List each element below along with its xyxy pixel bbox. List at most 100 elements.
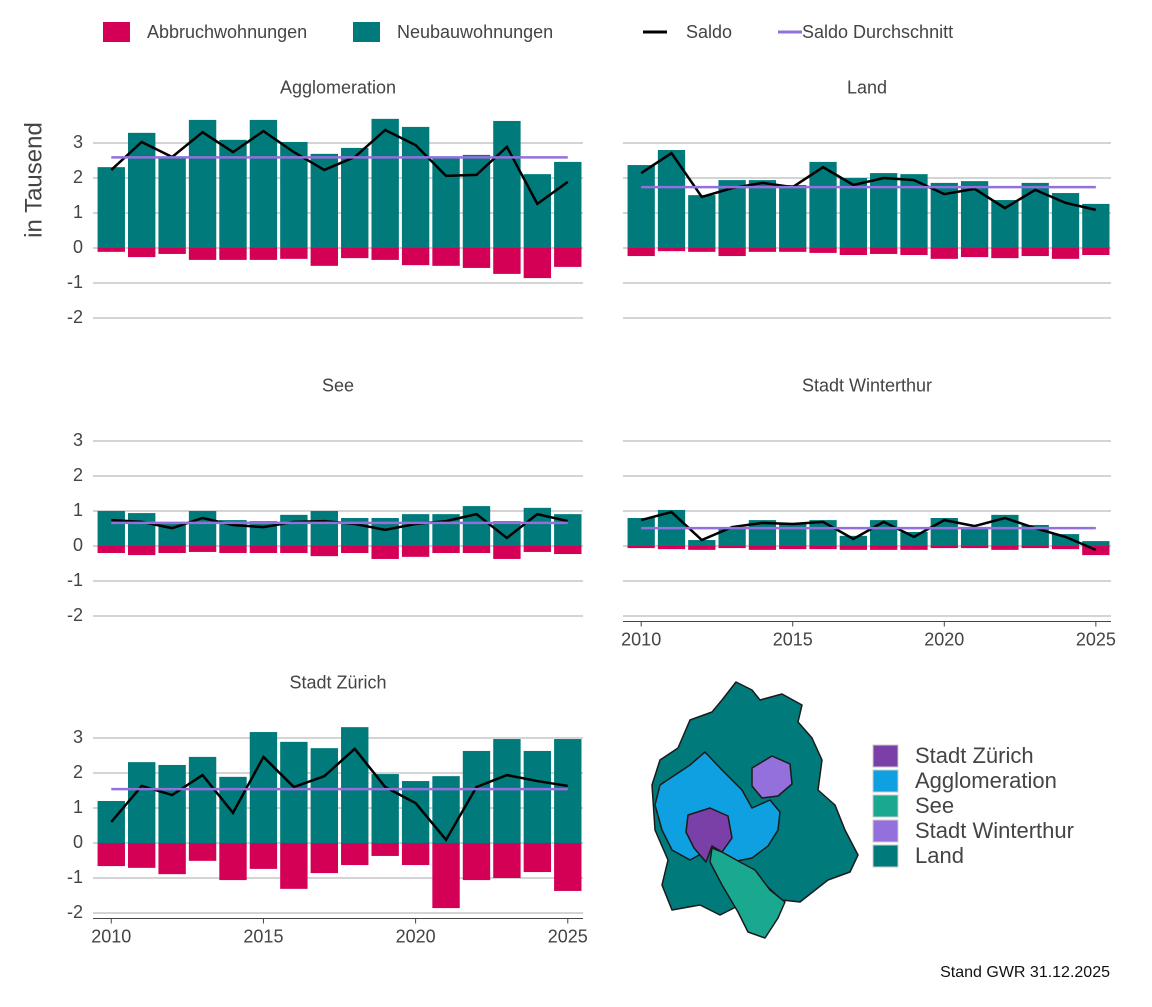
y-tick-label: -2: [67, 605, 83, 625]
legend-label: Abbruchwohnungen: [147, 22, 307, 42]
bar: [930, 248, 958, 259]
bar: [493, 521, 521, 546]
x-tick-label: 2025: [548, 926, 588, 946]
bar: [341, 843, 369, 866]
bar: [1051, 546, 1080, 550]
bar: [401, 546, 430, 557]
bar: [960, 181, 989, 248]
bar: [310, 748, 338, 843]
bar: [960, 528, 989, 546]
bar: [97, 801, 125, 843]
bar: [371, 118, 399, 248]
y-tick-label: -1: [67, 272, 83, 292]
bar: [280, 741, 308, 843]
x-tick-label: 2010: [91, 926, 131, 946]
map-legend-label: Agglomeration: [915, 768, 1057, 793]
bar: [493, 739, 521, 843]
x-tick-label: 2020: [396, 926, 436, 946]
bar: [688, 248, 716, 252]
bar: [462, 546, 491, 553]
map-region: [709, 847, 786, 939]
y-tick-label: 0: [73, 237, 83, 257]
bar: [219, 139, 247, 248]
bar: [748, 248, 777, 252]
bar: [158, 546, 186, 553]
bar: [900, 532, 928, 546]
bar: [493, 120, 521, 248]
x-tick-label: 2015: [773, 629, 813, 649]
bar: [462, 843, 491, 881]
legend-label: Saldo Durchschnitt: [802, 22, 953, 42]
bar: [960, 546, 989, 549]
bar: [401, 126, 430, 248]
bar: [930, 546, 958, 549]
bar: [493, 843, 521, 878]
line: [640, 510, 1097, 551]
bar: [493, 546, 521, 559]
bar: [523, 843, 552, 873]
y-tick-label: -2: [67, 902, 83, 922]
bar: [688, 195, 716, 248]
y-tick-label: 0: [73, 535, 83, 555]
bar: [1021, 248, 1049, 257]
bar: [432, 248, 460, 266]
bar: [97, 248, 125, 252]
bar: [97, 511, 125, 546]
x-tick-label: 2025: [1076, 629, 1116, 649]
bar: [870, 520, 898, 546]
map: [651, 681, 859, 939]
bar: [401, 514, 430, 546]
bar: [991, 248, 1019, 259]
map-region: [685, 807, 733, 863]
bar: [432, 776, 460, 843]
bar: [1051, 534, 1080, 546]
bar: [280, 514, 308, 546]
bar: [718, 527, 746, 546]
map-legend-swatch: [872, 769, 899, 793]
panel-title: Land: [847, 77, 887, 97]
bar: [401, 843, 430, 866]
bar: [280, 546, 308, 553]
bar: [870, 173, 898, 248]
bar: [462, 154, 491, 248]
bar: [310, 511, 338, 546]
y-tick-label: 3: [73, 727, 83, 747]
bar: [779, 522, 807, 546]
bar: [657, 248, 686, 252]
bar: [627, 165, 655, 248]
y-tick-label: 2: [73, 762, 83, 782]
bar: [718, 546, 746, 549]
y-axis-label: in Tausend: [20, 122, 47, 238]
y-tick-label: 1: [73, 500, 83, 520]
map-legend-swatch: [872, 794, 899, 818]
bar: [554, 248, 582, 267]
legend-label: Neubauwohnungen: [397, 22, 553, 42]
bar: [249, 119, 278, 249]
bar: [310, 843, 338, 874]
y-tick-label: -2: [67, 307, 83, 327]
legend-label: Saldo: [686, 22, 732, 42]
bar: [280, 843, 308, 889]
map-region: [751, 755, 793, 799]
bar: [809, 546, 837, 550]
bar: [401, 781, 430, 843]
bar: [1082, 248, 1110, 255]
bar: [310, 248, 338, 266]
bar: [627, 518, 655, 546]
bar: [900, 546, 928, 550]
bar: [718, 248, 746, 257]
bar: [779, 248, 807, 252]
bar: [809, 161, 837, 248]
bar: [371, 546, 399, 559]
bar: [249, 546, 278, 553]
bar: [158, 248, 186, 254]
bar: [554, 739, 582, 843]
map-legend-label: Land: [915, 843, 964, 868]
bar: [839, 178, 867, 248]
y-tick-label: 2: [73, 167, 83, 187]
bar: [249, 248, 278, 260]
y-tick-label: 1: [73, 202, 83, 222]
bar: [128, 248, 156, 258]
bar: [809, 520, 837, 546]
line: [110, 128, 569, 206]
